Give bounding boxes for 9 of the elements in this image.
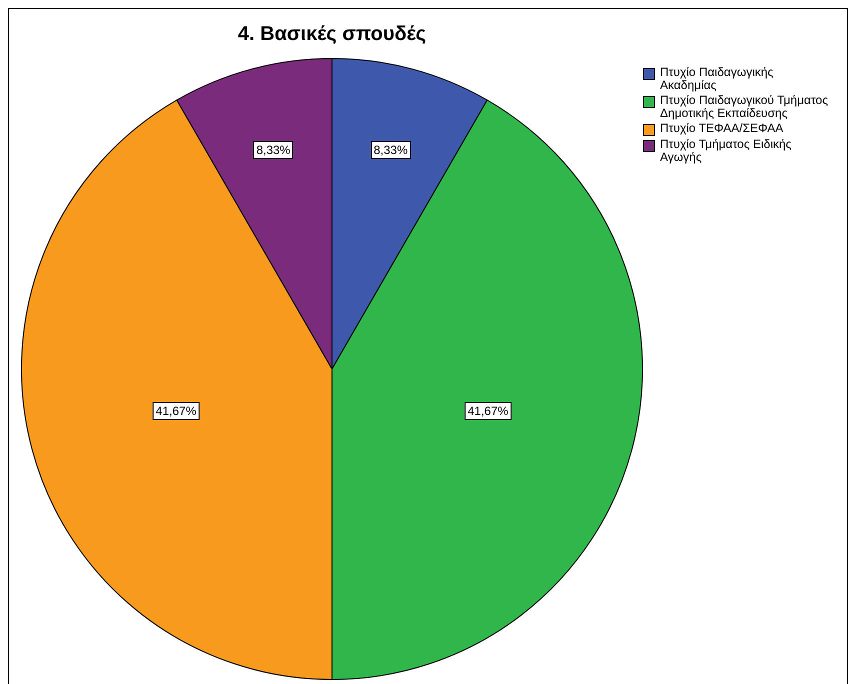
legend-label: Πτυχίο ΤΕΦΑΑ/ΣΕΦΑΑ	[660, 121, 784, 135]
legend-label: Πτυχίο Τμήματος Ειδικής Αγωγής	[660, 137, 792, 164]
data-label: 41,67%	[464, 402, 512, 420]
data-label: 8,33%	[253, 141, 294, 160]
data-label: 41,67%	[152, 402, 200, 420]
data-label: 8,33%	[370, 141, 411, 160]
legend-label: Πτυχίο Παιδαγωγικής Ακαδημίας	[660, 65, 774, 92]
legend-label: Πτυχίο Παιδαγωγικού Τμήματος Δημοτικής Εκπαίδευσης	[660, 93, 829, 120]
chart-title: 4. Βασικές σπουδές	[236, 23, 428, 46]
